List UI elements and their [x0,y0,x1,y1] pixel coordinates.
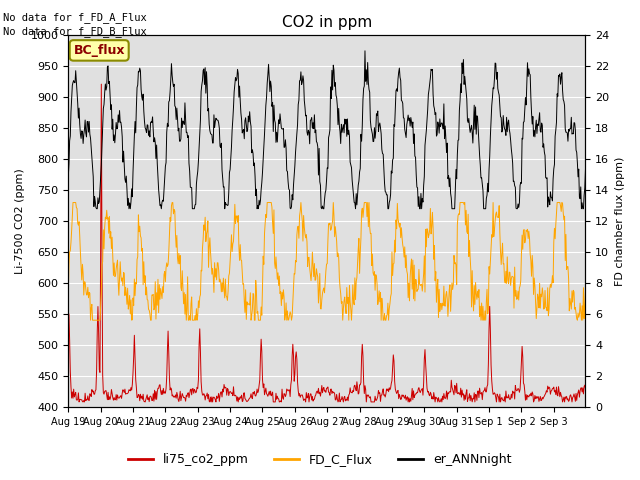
Text: No data for f_FD_A_Flux: No data for f_FD_A_Flux [3,12,147,23]
Legend: li75_co2_ppm, FD_C_Flux, er_ANNnight: li75_co2_ppm, FD_C_Flux, er_ANNnight [124,448,516,471]
Y-axis label: Li-7500 CO2 (ppm): Li-7500 CO2 (ppm) [15,168,25,274]
Y-axis label: FD chamber flux (ppm): FD chamber flux (ppm) [615,156,625,286]
Text: BC_flux: BC_flux [74,44,125,57]
Title: CO2 in ppm: CO2 in ppm [282,15,372,30]
Text: No data for f_FD_B_Flux: No data for f_FD_B_Flux [3,26,147,37]
